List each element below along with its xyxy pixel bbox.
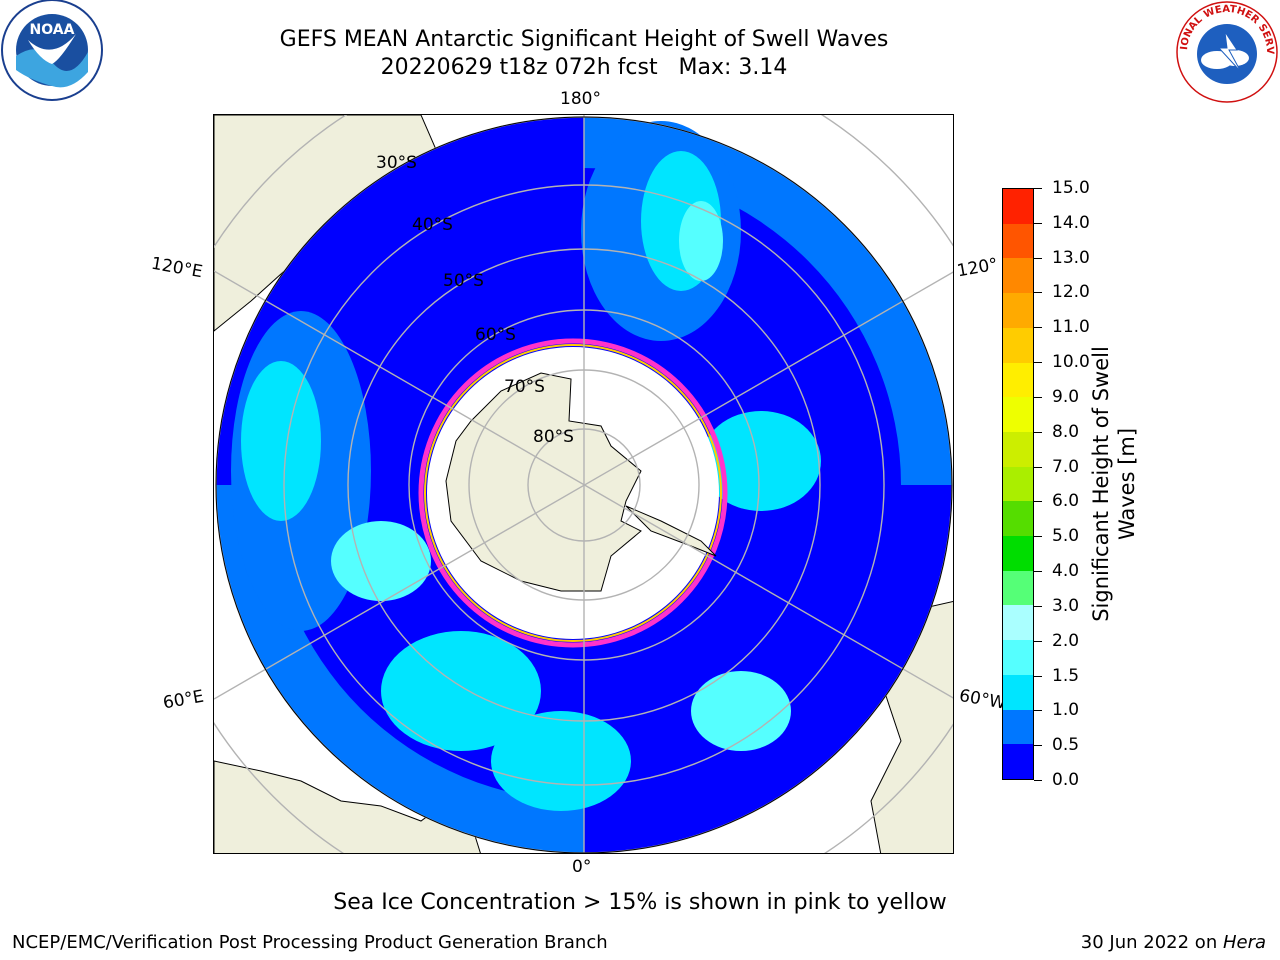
lon-label-120e: 120°E	[149, 253, 205, 283]
swell-patch-j	[331, 521, 431, 601]
colorbar-segment	[1003, 500, 1033, 537]
colorbar-tick	[1034, 780, 1042, 781]
colorbar-tick-label: 12.0	[1052, 282, 1090, 303]
colorbar-tick-label: 14.0	[1052, 212, 1090, 233]
colorbar-tick-label: 4.0	[1052, 561, 1080, 582]
footer-host: Hera	[1222, 932, 1266, 953]
colorbar-tick	[1034, 396, 1042, 398]
colorbar-tick	[1034, 327, 1042, 329]
footer-date: 30 Jun 2022 on Hera	[1081, 932, 1266, 953]
colorbar-tick	[1034, 431, 1042, 433]
colorbar-tick	[1034, 292, 1042, 294]
colorbar-segment	[1003, 570, 1033, 606]
lat-label-40s: 40°S	[412, 215, 453, 235]
colorbar-tick	[1034, 466, 1042, 468]
colorbar-segment	[1003, 535, 1033, 571]
colorbar-title: Significant Height of Swell Waves [m]	[1088, 346, 1140, 622]
antarctic-map	[214, 115, 953, 853]
colorbar	[1002, 188, 1034, 780]
colorbar-tick	[1034, 675, 1042, 677]
swell-patch-g	[491, 711, 631, 811]
colorbar-segment	[1003, 257, 1033, 294]
footer-branch: NCEP/EMC/Verification Post Processing Pr…	[12, 932, 608, 953]
map-frame: 30°S 40°S 50°S 60°S 70°S 80°S	[213, 114, 954, 854]
colorbar-segment	[1003, 188, 1033, 224]
colorbar-tick-label: 6.0	[1052, 491, 1080, 512]
colorbar-segment	[1003, 292, 1033, 328]
chart-title: GEFS MEAN Antarctic Significant Height o…	[279, 27, 889, 52]
colorbar-segment	[1003, 604, 1033, 641]
colorbar-tick	[1034, 571, 1042, 573]
colorbar-segment	[1003, 396, 1033, 432]
swell-patch-h	[691, 671, 791, 751]
colorbar-segment	[1003, 743, 1033, 779]
sea-ice-edge	[418, 338, 728, 648]
colorbar-segment	[1003, 709, 1033, 745]
colorbar-segment	[1003, 466, 1033, 502]
land-antarctic-peninsula	[625, 505, 717, 557]
colorbar-tick-label: 7.0	[1052, 456, 1080, 477]
ocean-boundary	[215, 116, 953, 853]
colorbar-tick	[1034, 745, 1042, 747]
colorbar-tick-label: 0.0	[1052, 770, 1080, 790]
lat-label-70s: 70°S	[504, 377, 545, 397]
nws-logo: NATIONAL WEATHER SERVICE	[1171, 0, 1279, 104]
lat-label-30s: 30°S	[376, 153, 417, 173]
colorbar-tick	[1034, 222, 1042, 224]
colorbar-tick	[1034, 188, 1042, 189]
colorbar-tick-label: 1.5	[1052, 665, 1080, 686]
colorbar-tick	[1034, 710, 1042, 712]
sea-ice-edge-inner	[424, 344, 722, 642]
colorbar-tick	[1034, 257, 1042, 259]
colorbar-tick-label: 3.0	[1052, 595, 1080, 616]
colorbar-tick-label: 8.0	[1052, 421, 1080, 442]
colorbar-tick-label: 9.0	[1052, 386, 1080, 407]
colorbar-tick	[1034, 362, 1042, 364]
lon-label-0: 0°	[572, 857, 592, 877]
swell-patch-e	[241, 361, 321, 521]
colorbar-tick	[1034, 501, 1042, 503]
colorbar-segment	[1003, 639, 1033, 675]
colorbar-tick-label: 1.0	[1052, 700, 1080, 721]
land-africa	[214, 760, 481, 853]
footer-date-text: 30 Jun 2022 on	[1080, 932, 1223, 953]
colorbar-tick-label: 5.0	[1052, 526, 1080, 547]
colorbar-title-line2: Waves [m]	[1115, 427, 1139, 541]
colorbar-tick	[1034, 640, 1042, 642]
lat-label-80s: 80°S	[533, 427, 574, 447]
lat-label-60s: 60°S	[475, 325, 516, 345]
colorbar-tick-label: 15.0	[1052, 178, 1090, 198]
lon-label-60e: 60°E	[161, 686, 206, 714]
lon-label-180: 180°	[560, 89, 601, 109]
colorbar-tick-label: 2.0	[1052, 630, 1080, 651]
swell-patch-f	[381, 631, 541, 751]
noaa-logo: NOAA	[0, 0, 104, 104]
svg-text:NOAA: NOAA	[30, 22, 75, 38]
colorbar-segment	[1003, 223, 1033, 259]
lat-label-50s: 50°S	[443, 271, 484, 291]
chart-subtitle: 20220629 t18z 072h fcst Max: 3.14	[380, 55, 788, 80]
swell-patch-c	[679, 201, 723, 281]
colorbar-segment	[1003, 362, 1033, 398]
colorbar-tick	[1034, 605, 1042, 607]
colorbar-tick-label: 13.0	[1052, 247, 1090, 268]
colorbar-segment	[1003, 674, 1033, 710]
colorbar-tick-label: 10.0	[1052, 352, 1090, 373]
colorbar-tick-label: 0.5	[1052, 735, 1080, 756]
colorbar-segment	[1003, 431, 1033, 467]
sea-ice-note: Sea Ice Concentration > 15% is shown in …	[333, 890, 947, 915]
colorbar-segment	[1003, 327, 1033, 363]
colorbar-tick-label: 11.0	[1052, 317, 1090, 338]
swell-patch-i	[701, 411, 821, 511]
colorbar-tick	[1034, 536, 1042, 538]
colorbar-title-line1: Significant Height of Swell	[1089, 346, 1113, 622]
lon-label-120w: 120°	[955, 254, 1000, 282]
